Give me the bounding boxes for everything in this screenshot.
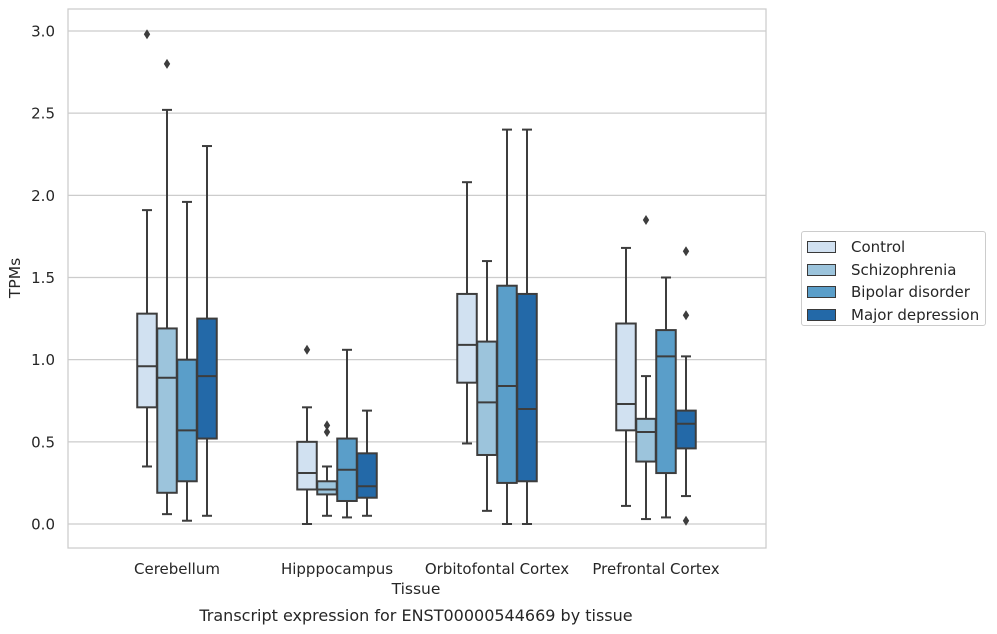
- iqr-box: [456, 292, 478, 384]
- iqr-box: [176, 358, 198, 483]
- iqr-box: [296, 440, 318, 491]
- iqr-box: [476, 340, 498, 456]
- box-schizophrenia: [635, 214, 657, 521]
- y-tick-label: 3.0: [31, 23, 55, 41]
- x-tick-label: Orbitofontal Cortex: [425, 560, 569, 578]
- figure-caption: Transcript expression for ENST0000054466…: [199, 606, 633, 625]
- y-tick-label: 0.5: [31, 433, 55, 451]
- y-tick-label: 2.5: [31, 105, 55, 123]
- outlier-point: [303, 344, 311, 355]
- iqr-box: [196, 317, 218, 440]
- legend-label-control: Control: [851, 238, 906, 257]
- box-major-depression: [356, 409, 378, 517]
- legend-label-schizophrenia: Schizophrenia: [851, 260, 957, 279]
- iqr-box: [615, 322, 637, 432]
- box-bipolar-disorder: [496, 128, 518, 525]
- box-bipolar-disorder: [655, 276, 677, 519]
- iqr-box: [356, 452, 378, 499]
- x-tick-label: Cerebellum: [134, 560, 220, 578]
- x-tick-label: Hipppocampus: [281, 560, 393, 578]
- y-tick-label: 0.0: [31, 516, 55, 534]
- outlier-point: [682, 310, 690, 321]
- iqr-box: [156, 327, 178, 494]
- outlier-point: [642, 214, 650, 225]
- legend-item-schizophrenia: Schizophrenia: [807, 259, 985, 282]
- outlier-point: [323, 426, 331, 437]
- iqr-box: [635, 417, 657, 463]
- box-control: [456, 181, 478, 445]
- x-axis-label: Tissue: [391, 580, 441, 598]
- iqr-box: [675, 409, 697, 450]
- y-tick-label: 1.5: [31, 269, 55, 287]
- legend-item-bipolar-disorder: Bipolar disorder: [807, 281, 985, 304]
- box-control: [615, 246, 637, 507]
- box-major-depression: [675, 246, 697, 526]
- box-layer: [136, 29, 697, 526]
- box-schizophrenia: [156, 58, 178, 516]
- outlier-point: [682, 246, 690, 257]
- legend-swatch-major-depression: [807, 308, 836, 321]
- iqr-box: [655, 329, 677, 475]
- box-schizophrenia: [476, 260, 498, 512]
- box-bipolar-disorder: [176, 200, 198, 522]
- iqr-box: [136, 312, 158, 409]
- outlier-point: [143, 29, 151, 40]
- iqr-box: [496, 284, 518, 484]
- box-control: [136, 29, 158, 468]
- iqr-box: [316, 480, 338, 496]
- y-tick-label: 1.0: [31, 351, 55, 369]
- legend-swatch-schizophrenia: [807, 263, 836, 276]
- box-bipolar-disorder: [336, 348, 358, 519]
- legend-item-control: Control: [807, 236, 985, 259]
- outlier-point: [163, 58, 171, 69]
- outlier-point: [682, 515, 690, 526]
- tick-labels: 0.0 0.5 1.0 1.5 2.0 2.5 3.0 Cerebellum Hipppocam…: [31, 23, 720, 579]
- y-tick-label: 2.0: [31, 187, 55, 205]
- plot-frame: [67, 8, 767, 549]
- y-axis-label: TPMs: [6, 258, 24, 299]
- box-control: [296, 344, 318, 525]
- legend: Control Schizophrenia Bipolar disorder M…: [801, 231, 986, 326]
- legend-label-bipolar-disorder: Bipolar disorder: [851, 283, 970, 302]
- legend-swatch-control: [807, 241, 836, 254]
- box-major-depression: [516, 128, 538, 525]
- box-major-depression: [196, 145, 218, 517]
- legend-label-major-depression: Major depression: [851, 305, 980, 324]
- iqr-box: [516, 292, 538, 483]
- legend-item-major-depression: Major depression: [807, 304, 985, 327]
- legend-swatch-bipolar-disorder: [807, 286, 836, 299]
- outlier-point: [323, 420, 331, 431]
- x-tick-label: Prefrontal Cortex: [592, 560, 719, 578]
- box-schizophrenia: [316, 420, 338, 517]
